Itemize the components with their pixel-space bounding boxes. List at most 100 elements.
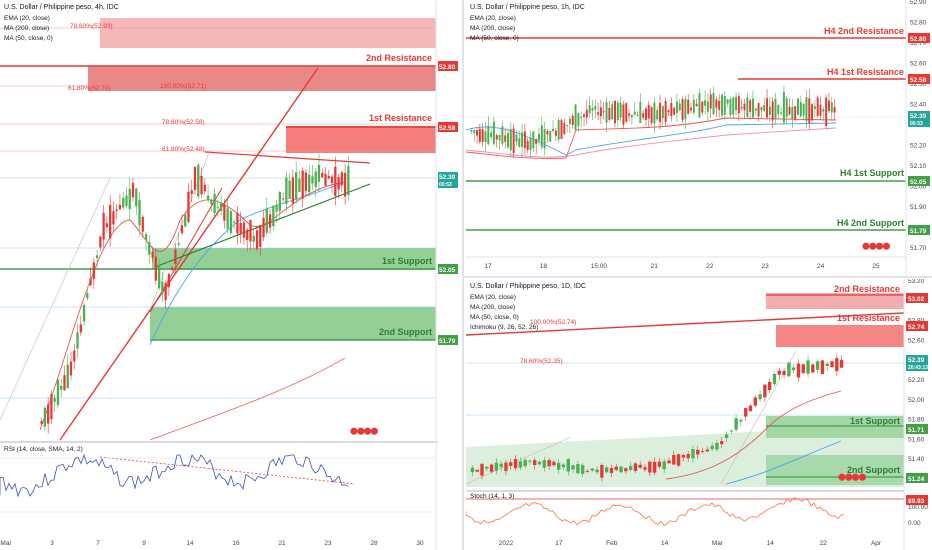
candle-body [616,102,619,121]
h4-sup1-label: H4 1st Support [840,168,904,178]
bottom-right-chart-svg[interactable]: 53.2053.0052.8052.6052.4052.2052.0051.80… [466,279,932,550]
candle-body [89,278,92,286]
y-tick-label: 52.20 [910,143,927,150]
candle-body [102,212,105,240]
candle-body [614,466,618,470]
candle-body [657,461,662,467]
candle-body [748,405,753,412]
ma50-line-1h [466,122,837,156]
candle-body [528,460,532,462]
tag-r1 [438,122,458,132]
candle-body [835,358,839,372]
candle-body [698,93,701,118]
tr-tag-r1 [908,74,930,84]
candle-body [819,104,822,116]
candle-body [311,176,314,184]
bottom-right-chart-panel[interactable]: 53.2053.0052.8052.6052.4052.2052.0051.80… [466,279,932,550]
y-tick-label: 51.70 [910,245,927,252]
left-chart-svg[interactable]: 52.9052.7052.5052.3052.1051.9051.7051.50… [0,0,438,550]
flag-icons[interactable]: ⬤⬤⬤⬤ [862,243,890,250]
candle-body [542,460,546,468]
candle-body [203,184,206,192]
stoch-tag-text: 89.93 [908,498,925,505]
h4-res1-label: H4 1st Resistance [827,67,904,77]
candle-body [518,461,523,468]
candle-body [604,467,609,473]
candle-body [324,173,327,186]
left-sup1-zone [152,248,436,270]
candle-body [301,170,304,199]
candle-body [706,101,709,112]
x-tick-label: Feb [606,540,618,547]
x-tick-label: 9 [142,540,146,547]
br-fib-label: 78.60%(52.35) [520,358,563,365]
br-res1-zone [776,325,904,347]
candle-body [797,98,799,115]
candle-body [743,103,746,111]
flag-icons[interactable]: ⬤⬤⬤⬤ [838,474,866,481]
candle-body [40,421,43,424]
candle-body [681,454,686,458]
left-chart-panel[interactable]: 52.9052.7052.5052.3052.1051.9051.7051.50… [0,0,438,550]
candle-body [50,394,53,420]
top-right-chart-svg[interactable]: 52.9052.8052.7052.6052.5052.4052.3052.20… [466,0,932,275]
candle-body [490,132,493,138]
candle-body [561,464,566,468]
candle-body [473,130,476,134]
candle-body [487,125,490,144]
candle-body [347,166,350,196]
flag-icons[interactable]: ⬤⬤⬤⬤ [350,428,378,435]
candle-body [47,404,50,424]
tag-r1-text: 52.58 [439,125,456,132]
candle-body [327,175,330,179]
x-tick-label: 2022 [499,540,514,547]
candle-body [523,459,527,467]
candle-body [563,122,566,134]
candle-body [53,397,56,403]
y-tick-label: 51.40 [908,456,925,463]
br-tag-r2-text: 53.02 [908,296,925,303]
candle-body [581,465,585,474]
candle-body [552,461,556,466]
candle-body [715,442,719,450]
candle-body [82,304,86,322]
left-x-ticks: Mar 3 7 9 14 16 21 23 28 30 [0,540,424,547]
candle-body [509,462,513,466]
candle-body [811,364,815,373]
candle-body [718,100,721,110]
top-right-chart-panel[interactable]: 52.9052.8052.7052.6052.5052.4052.3052.20… [466,0,932,275]
candle-body [691,449,695,459]
y-tick-label: 52.60 [908,337,925,344]
candle-body [219,202,223,212]
candle-body [566,124,569,126]
left-res2-label: 2nd Resistance [366,53,432,63]
candle-body [772,374,777,385]
candle-body [317,164,321,182]
fib-label: 78.60%(52.58) [162,119,205,126]
tr-x-ticks: 17 18 15:00 21 22 23 24 25 [484,263,880,270]
x-tick-label: 7 [96,540,100,547]
candle-body [839,359,844,368]
candle-body [268,214,272,228]
candle-body [489,464,494,472]
fib-label: 78.60%(52.93) [70,23,113,30]
candle-body [481,129,484,142]
candle-body [695,103,698,106]
candle-body [667,460,671,464]
rsi-title: RSI (14, close, SMA, 14, 2) [4,446,83,453]
x-tick-label: 16 [232,540,240,547]
candle-body [611,104,614,120]
candle-body [768,106,771,115]
br-ma50 [725,440,842,485]
candle-body [566,459,570,472]
candle-body [653,102,656,124]
candle-body [513,459,518,469]
x-tick-label: 14 [767,540,775,547]
candle-body [321,172,324,178]
candle-body [190,190,193,194]
br-grey-diag [466,436,572,485]
candle-body [827,100,830,111]
candle-body [200,175,203,195]
x-tick-label: 25 [872,263,880,270]
candle-body [701,101,704,113]
